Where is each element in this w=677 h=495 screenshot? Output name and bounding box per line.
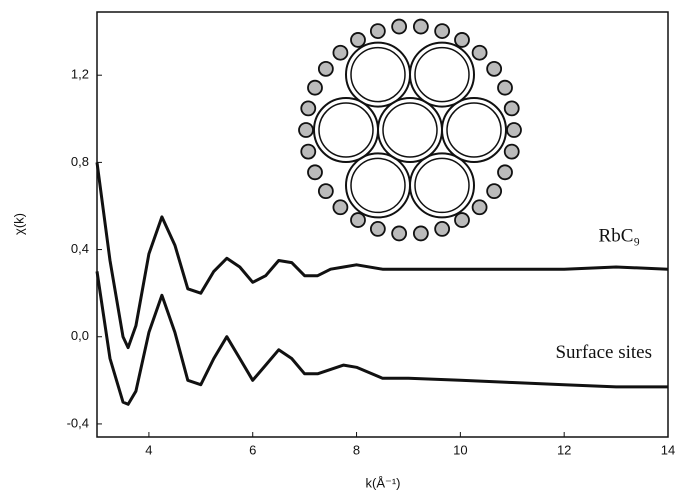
rb-atom xyxy=(307,79,323,96)
rb-atom xyxy=(454,212,470,228)
rb-atom xyxy=(471,44,488,61)
y-tick-label: 0,4 xyxy=(71,241,89,256)
rb-atom xyxy=(350,212,366,228)
y-tick-label: 0,8 xyxy=(71,154,89,169)
rb-atom xyxy=(497,164,513,181)
data-line xyxy=(95,162,669,350)
y-tick-label: 0,0 xyxy=(71,328,89,343)
rb-atom xyxy=(412,18,429,35)
rb-atom xyxy=(391,225,408,242)
rb-atom xyxy=(332,199,349,216)
rb-atom xyxy=(471,199,488,216)
tube-inner xyxy=(414,46,470,103)
rb-atom xyxy=(454,32,470,48)
x-axis-label: k(Å⁻¹) xyxy=(365,475,400,490)
rb-atom xyxy=(434,23,451,39)
tube-inner xyxy=(382,102,438,158)
y-axis-label: χ(k) xyxy=(11,213,26,235)
x-tick-label: 10 xyxy=(453,442,467,457)
tube-outer xyxy=(409,41,475,108)
tube-outer xyxy=(313,97,379,163)
x-tick-label: 14 xyxy=(661,442,675,457)
rb-atom xyxy=(298,122,314,138)
rb-atom xyxy=(317,183,334,200)
tube-inner xyxy=(350,157,406,214)
rb-atom xyxy=(369,23,386,39)
tube-inner xyxy=(350,46,406,103)
rb-atom xyxy=(497,79,513,96)
y-tick-label: -0,4 xyxy=(67,415,89,430)
data-line xyxy=(95,271,668,406)
legend-label: RbC₉ xyxy=(599,226,640,247)
x-tick-label: 12 xyxy=(557,442,571,457)
tube-inner xyxy=(446,102,502,158)
rb-atom xyxy=(332,44,349,61)
rb-atom xyxy=(317,60,334,77)
rb-atom xyxy=(503,100,520,117)
tube-outer xyxy=(345,152,411,219)
rb-atom xyxy=(300,100,317,117)
rb-atom xyxy=(300,143,317,160)
rb-atom xyxy=(391,18,408,35)
tube-inner xyxy=(318,102,374,158)
rb-atom xyxy=(486,183,503,200)
plot-frame xyxy=(96,11,669,438)
legend-label: Surface sites xyxy=(555,342,652,363)
rb-atom xyxy=(307,164,323,181)
rb-atom xyxy=(369,221,386,237)
x-tick-label: 8 xyxy=(353,442,360,457)
nanotube-bundle-diagram xyxy=(298,18,522,242)
rb-atom xyxy=(350,32,366,48)
rb-atom xyxy=(503,143,520,160)
rb-atom xyxy=(434,221,451,237)
tube-inner xyxy=(414,157,470,214)
rb-atom xyxy=(506,122,522,138)
y-tick-label: 1,2 xyxy=(71,67,89,82)
rb-atom xyxy=(412,225,429,242)
x-tick-label: 6 xyxy=(249,442,256,457)
tube-outer xyxy=(441,97,507,163)
rb-atom xyxy=(486,60,503,77)
x-tick-label: 4 xyxy=(145,442,152,457)
